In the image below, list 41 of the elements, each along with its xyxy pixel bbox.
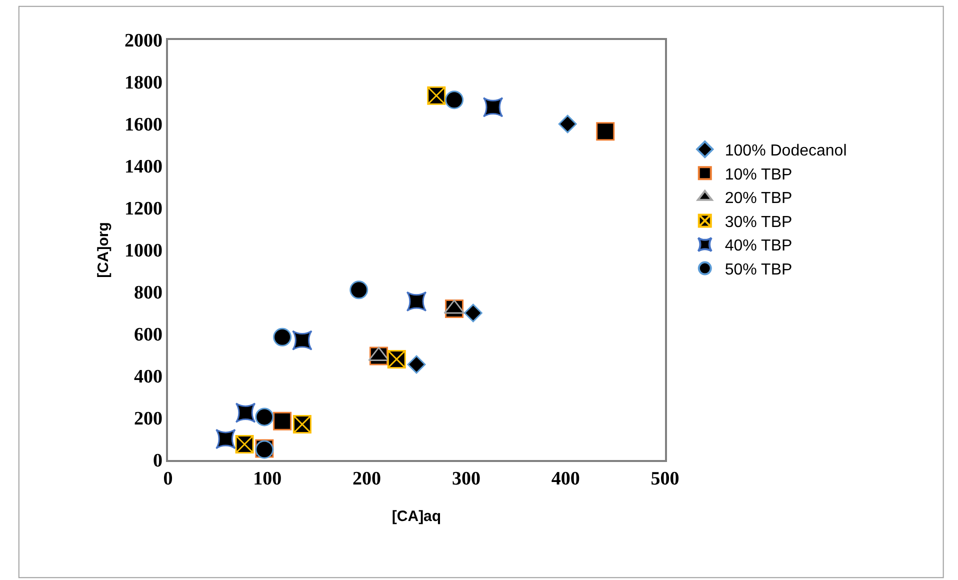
point [427,86,446,105]
point [445,90,464,110]
x-tick-label: 300 [452,468,480,490]
y-tick-label: 1400 [124,156,162,178]
point [482,97,504,118]
y-axis-title: [CA]org [95,222,112,278]
point [255,408,274,426]
y-tick-label: 400 [134,366,162,388]
x-tick-label: 400 [551,468,580,490]
x-tick-label: 200 [352,468,382,490]
x-tick-label: 100 [253,468,282,490]
point [292,330,312,350]
point [407,355,426,374]
point [273,328,292,346]
point [235,402,256,423]
x-axis-title: [CA]aq [392,508,442,526]
point [406,291,427,312]
y-tick-label: 600 [134,324,162,346]
point [596,122,615,141]
point [464,304,482,322]
legend-label: 50% TBP [724,262,792,279]
y-tick-label: 200 [134,408,162,430]
y-tick-label: 800 [134,282,162,304]
legend-label: 100% Dodecanol [724,142,847,160]
point [558,114,577,134]
y-tick-label: 0 [152,450,162,472]
x-tick-label: 500 [650,468,680,490]
y-tick-label: 2000 [124,30,162,52]
point [235,435,254,454]
point [292,415,312,434]
legend-label: 20% TBP [724,190,792,208]
legend-label: 10% TBP [724,166,792,184]
point [216,428,236,450]
y-tick-label: 1800 [124,72,162,94]
legend-label: 30% TBP [724,214,792,231]
point [350,280,368,300]
y-tick-label: 1200 [124,198,162,220]
point [273,412,292,430]
y-tick-label: 1000 [124,240,162,262]
point [387,350,406,368]
y-tick-label: 1600 [124,114,162,136]
